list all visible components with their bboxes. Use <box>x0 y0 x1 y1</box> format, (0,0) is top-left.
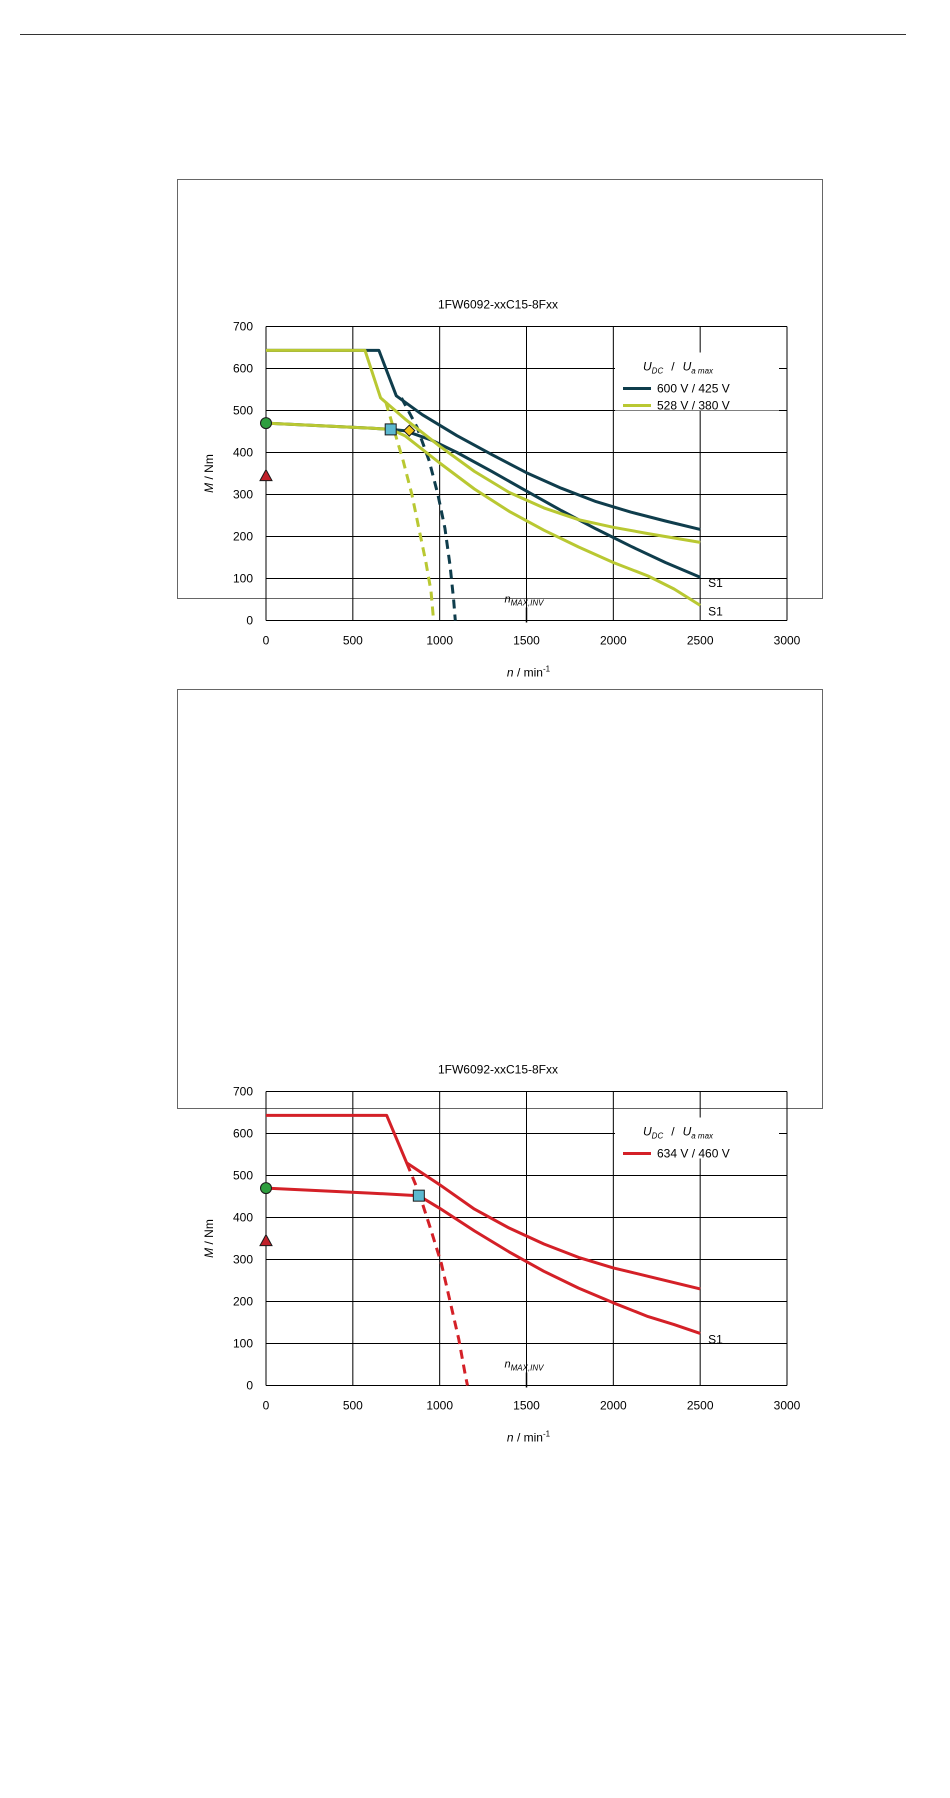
legend-entry: 528 V / 380 V <box>657 399 730 413</box>
x-tick-label: 2500 <box>687 1399 714 1413</box>
y-tick-label: 0 <box>246 1379 253 1393</box>
legend-title-ua: U <box>683 1125 692 1139</box>
x-tick-label: 1000 <box>426 634 453 648</box>
series-s1-curve <box>265 1186 701 1335</box>
nmax-var: n <box>505 594 511 606</box>
s1-label: S1 <box>708 1332 723 1346</box>
s1-label: S1 <box>708 576 723 590</box>
y-tick-label: 100 <box>233 1337 253 1351</box>
legend-background <box>615 1117 779 1159</box>
x-tick-label: 3000 <box>774 634 801 648</box>
x-axis-exp: -1 <box>543 1430 551 1439</box>
y-axis-label: M / Nm <box>202 454 216 493</box>
legend-title: UDC / Ua max <box>643 1125 714 1141</box>
y-axis-unit: / Nm <box>202 1219 216 1248</box>
legend-title-dc: DC <box>652 1132 664 1141</box>
legend-title: UDC / Ua max <box>643 360 714 376</box>
y-tick-label: 0 <box>246 614 253 628</box>
chart-frame-1: 1FW6092-xxC15-8Fxx 0 500 1000 1500 2000 2500 30… <box>177 179 823 680</box>
x-tick-label: 1500 <box>513 1399 540 1413</box>
x-tick-label: 3000 <box>774 1399 801 1413</box>
x-tick-label: 2000 <box>600 634 627 648</box>
series-dashed-curve <box>384 401 436 621</box>
legend-title-amax: a max <box>691 1132 714 1141</box>
y-axis-label: M / Nm <box>202 1219 216 1258</box>
marker-triangle <box>259 468 273 482</box>
marker-square <box>412 1189 425 1202</box>
x-axis-var: n <box>507 666 514 680</box>
x-axis-unit: / min <box>514 666 543 680</box>
x-axis-label: n / min-1 <box>507 1430 551 1445</box>
y-tick-label: 700 <box>233 320 253 334</box>
x-tick-label: 2500 <box>687 634 714 648</box>
x-tick-label: 2000 <box>600 1399 627 1413</box>
x-tick-label: 0 <box>263 634 270 648</box>
chart-frame-2: 1FW6092-xxC15-8Fxx 0 500 1000 1500 2000 2500 30… <box>177 689 823 1445</box>
nmax-inv-label: nMAX,INV <box>505 1359 545 1373</box>
y-tick-label: 700 <box>233 1085 253 1099</box>
chart-title: 1FW6092-xxC15-8Fxx <box>438 1063 558 1077</box>
y-tick-label: 500 <box>233 1169 253 1183</box>
y-tick-label: 200 <box>233 530 253 544</box>
marker-diamond <box>403 424 416 437</box>
x-axis-exp: -1 <box>543 665 551 674</box>
marker-circle <box>260 1182 272 1195</box>
legend-title-u: U <box>643 360 652 374</box>
legend-title-sep: / <box>671 1125 675 1139</box>
series-peak-curve <box>266 1113 701 1291</box>
series-peak-curve <box>266 348 701 531</box>
x-tick-label: 0 <box>263 1399 270 1413</box>
y-axis-var: M <box>202 1248 216 1258</box>
y-tick-label: 100 <box>233 572 253 586</box>
x-tick-label: 500 <box>343 1399 363 1413</box>
x-tick-label: 500 <box>343 634 363 648</box>
y-tick-label: 400 <box>233 446 253 460</box>
y-tick-label: 300 <box>233 1253 253 1267</box>
y-tick-label: 500 <box>233 404 253 418</box>
y-tick-label: 300 <box>233 488 253 502</box>
x-axis-unit: / min <box>514 1431 543 1445</box>
marker-circle <box>260 417 272 430</box>
chart-title: 1FW6092-xxC15-8Fxx <box>438 298 558 312</box>
legend-title-dc: DC <box>652 367 664 376</box>
y-axis-var: M <box>202 483 216 493</box>
legend-background <box>615 352 779 411</box>
legend-title-sep: / <box>671 360 675 374</box>
x-tick-label: 1500 <box>513 634 540 648</box>
nmax-inv-label: nMAX,INV <box>505 594 545 608</box>
legend-title-amax: a max <box>691 367 714 376</box>
y-tick-label: 400 <box>233 1211 253 1225</box>
y-tick-label: 600 <box>233 362 253 376</box>
marker-triangle <box>259 1233 273 1247</box>
nmax-sub: MAX,INV <box>511 1364 545 1373</box>
y-tick-label: 600 <box>233 1127 253 1141</box>
x-tick-label: 1000 <box>426 1399 453 1413</box>
x-axis-label: n / min-1 <box>507 665 551 680</box>
series-s1-curve <box>265 421 701 579</box>
marker-square <box>384 423 397 436</box>
s1-label: S1 <box>708 604 723 618</box>
y-axis-unit: / Nm <box>202 454 216 483</box>
page-header-rule <box>20 34 906 35</box>
legend-entry: 600 V / 425 V <box>657 382 730 396</box>
series-dashed-curve <box>400 397 457 621</box>
legend-title-ua: U <box>683 360 692 374</box>
legend-title-u: U <box>643 1125 652 1139</box>
legend-entry: 634 V / 460 V <box>657 1147 730 1161</box>
nmax-sub: MAX,INV <box>511 599 545 608</box>
series-peak-curve <box>266 348 701 544</box>
